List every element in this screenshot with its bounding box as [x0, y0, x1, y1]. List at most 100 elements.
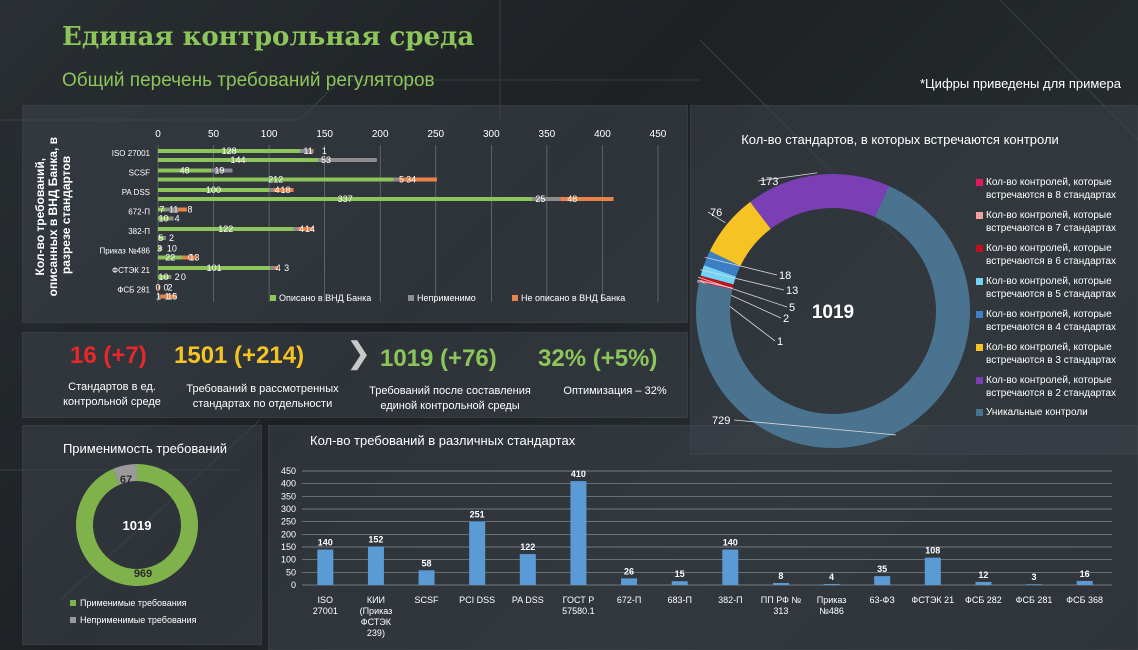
- hbar-category-label: SCSF: [129, 169, 150, 178]
- hbar-segment: [211, 168, 233, 173]
- standards-donut-slice: [700, 265, 736, 285]
- vbar-category-label-line: (Приказ: [360, 606, 393, 616]
- hbar-value-label: 0: [163, 283, 168, 293]
- applicability-legend-label: Применимые требования: [80, 598, 187, 608]
- hbar-category-label: 382-П: [128, 227, 150, 236]
- vbar-bar: [621, 578, 638, 585]
- standards-donut-value-label: 729: [712, 415, 730, 427]
- hbar-value-label: 1: [156, 292, 161, 302]
- standards-donut-slice: [703, 251, 741, 277]
- vbar-value-label: 251: [470, 509, 485, 519]
- hbar-value-label: 11: [304, 146, 313, 156]
- hbar-value-label: 8: [187, 205, 192, 215]
- vbar-ytick-label: 200: [281, 529, 296, 539]
- applicability-value-label: 67: [120, 474, 132, 486]
- standards-legend-label: Кол-во контролей, которые встречаются в …: [986, 177, 1117, 201]
- standards-legend-item: Кол-во контролей, которые встречаются в …: [976, 341, 1136, 367]
- standards-donut-leader: [698, 276, 788, 308]
- hbar-segment: [158, 207, 166, 212]
- hbar-value-label: 5: [399, 175, 404, 185]
- hbar-value-label: 1: [322, 146, 327, 156]
- hbar-xtick-label: 400: [594, 129, 611, 140]
- hbar-category-label: ФСБ 281: [117, 286, 150, 295]
- vbar-category-label: ФСТЭК 21: [911, 595, 954, 605]
- standards-donut-leader: [704, 256, 778, 276]
- applicability-panel: [22, 425, 262, 645]
- vbar-value-label: 26: [624, 566, 634, 576]
- hbar-value-label: 11: [169, 205, 178, 215]
- vbar-value-label: 3: [1032, 572, 1037, 582]
- hbar-legend-swatch: [270, 295, 276, 301]
- hbar-segment: [560, 197, 614, 201]
- vbar-value-label: 108: [925, 546, 940, 556]
- vbar-bar: [469, 521, 486, 585]
- standards-donut-title: Кол-во стандартов, в которых встречаются…: [741, 132, 1059, 147]
- hbar-value-label: 25: [535, 194, 545, 204]
- vbar-category-label: ФСБ 282: [965, 595, 1002, 605]
- vbar-ytick-label: 450: [281, 466, 296, 476]
- hbar-value-label: 19: [214, 166, 224, 176]
- hbar-value-label: 128: [222, 146, 237, 156]
- hbar-xtick-label: 200: [372, 129, 389, 140]
- vbar-ytick-label: 0: [291, 580, 296, 590]
- standards-donut-slice: [750, 174, 889, 229]
- standards-legend-swatch: [976, 278, 983, 285]
- vbar-category-label-line: 672-П: [617, 595, 641, 605]
- hbar-category-label: PA DSS: [122, 188, 150, 197]
- standards-legend-label: Уникальные контроли: [986, 407, 1088, 418]
- hbar-segment: [158, 158, 318, 162]
- vbar-bar: [367, 546, 384, 585]
- vbar-category-label-line: №486: [819, 606, 844, 616]
- vbar-category-label-line: SCSF: [415, 595, 440, 605]
- hbar-segment: [169, 216, 174, 221]
- vbar-bar: [874, 576, 891, 585]
- hbar-value-label: 13: [189, 253, 199, 263]
- standards-donut-slice: [709, 201, 771, 266]
- hbar-value-label: 48: [180, 166, 190, 176]
- hbar-value-label: 337: [338, 194, 353, 204]
- standards-legend-swatch: [976, 377, 983, 384]
- vbar-category-label-line: 313: [773, 606, 788, 616]
- hbar-value-label: 2: [167, 283, 172, 293]
- hbar-value-label: 144: [230, 155, 245, 165]
- hbar-legend-swatch: [512, 295, 518, 301]
- standards-legend-item: Кол-во контролей, которые встречаются в …: [976, 209, 1136, 235]
- hbar-value-label: 48: [567, 194, 577, 204]
- vbar-category-label: 382-П: [718, 595, 742, 605]
- vbar-bar: [722, 549, 739, 585]
- standards-legend-swatch: [976, 179, 983, 186]
- vbar-category-label-line: 683-П: [667, 595, 691, 605]
- hbar-value-label: 0: [155, 283, 160, 293]
- vbar-category-label: ISO 27001: [313, 595, 338, 616]
- vbar-value-label: 140: [723, 538, 738, 548]
- hbar-segment: [274, 266, 278, 270]
- hbar-category-label: ФСТЭК 21: [112, 266, 151, 275]
- hbar-value-label: 3: [157, 244, 162, 254]
- applicability-center: 1019: [123, 518, 152, 533]
- standards-legend-item: Уникальные контроли: [976, 406, 1136, 419]
- vbar-bar: [1076, 580, 1093, 585]
- hbar-segment: [158, 236, 164, 240]
- kpi-requirements-value: 1501 (+214): [174, 342, 305, 369]
- page-title: Единая контрольная среда: [62, 22, 475, 52]
- vbar-category-label: SCSF: [415, 595, 440, 605]
- vbar-category-label-line: ПП РФ №: [761, 595, 802, 605]
- hbar-value-label: 2: [175, 272, 180, 282]
- vbar-category-label: ФСБ 281: [1016, 595, 1053, 605]
- hbar-xtick-label: 350: [539, 129, 556, 140]
- hbar-xtick-label: 50: [208, 129, 220, 140]
- applicability-legend-swatch: [70, 600, 76, 606]
- hbar-segment: [269, 188, 274, 192]
- vbar-ytick-label: 300: [281, 504, 296, 514]
- vbar-ytick-label: 400: [281, 479, 296, 489]
- standards-donut-value-label: 2: [783, 313, 789, 325]
- vbar-panel: [268, 425, 1138, 650]
- vbar-category-label-line: КИИ: [367, 595, 385, 605]
- vbar-category-label-line: 239): [367, 628, 385, 638]
- vbar-category-label-line: ФСТЭК 21: [911, 595, 954, 605]
- standards-legend-swatch: [976, 344, 983, 351]
- vbar-category-label-line: PCI DSS: [459, 595, 495, 605]
- vbar-category-label: ПП РФ № 313: [761, 595, 802, 616]
